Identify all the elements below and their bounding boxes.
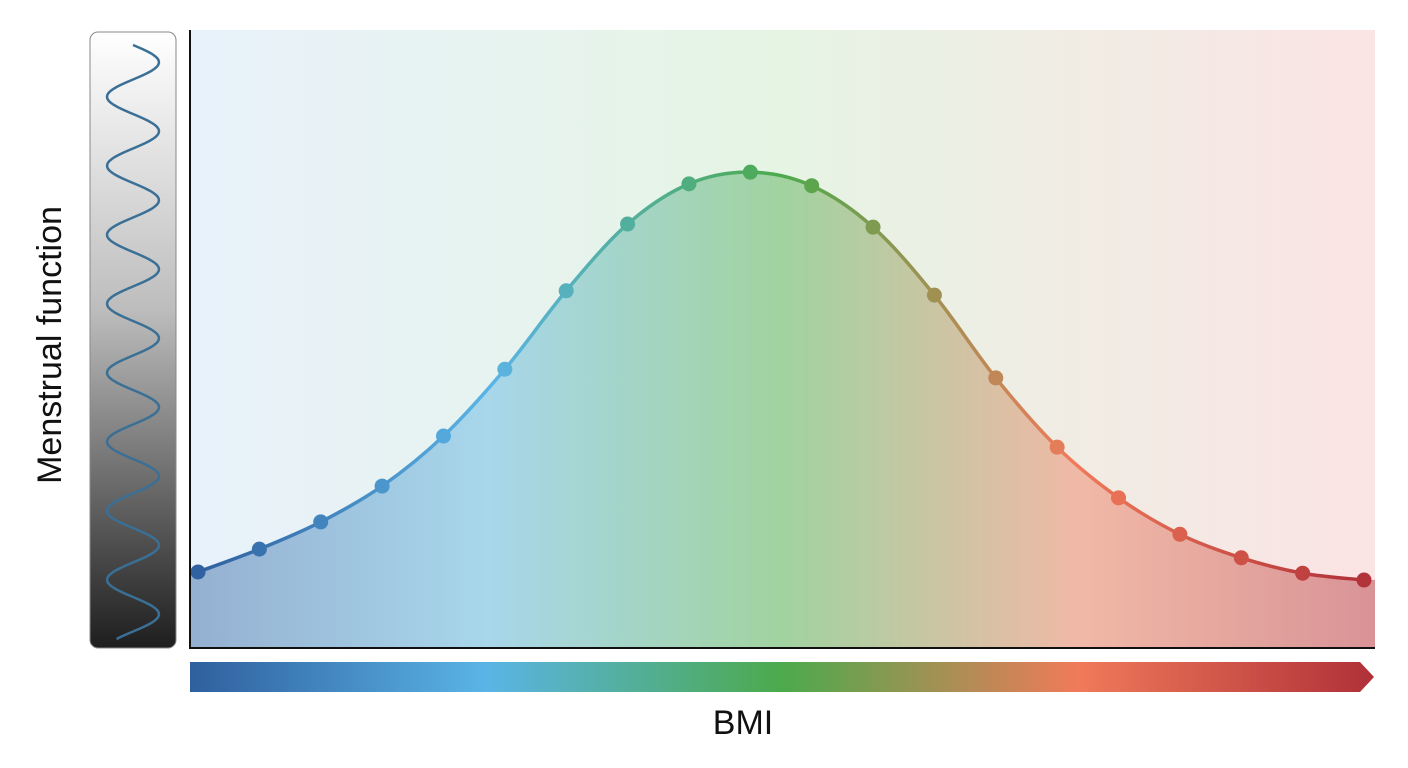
point: [374, 478, 390, 494]
point: [681, 176, 697, 192]
point: [804, 178, 820, 194]
point: [1295, 565, 1311, 581]
point: [1233, 550, 1249, 566]
point: [1356, 572, 1372, 588]
area: [190, 172, 1375, 648]
cycle-wave: [105, 43, 161, 641]
point: [497, 361, 513, 377]
bmi-arrow: [190, 662, 1374, 692]
point: [1049, 439, 1065, 455]
point: [620, 216, 636, 232]
point: [1111, 490, 1127, 506]
point: [926, 287, 942, 303]
point: [988, 370, 1004, 386]
point: [313, 514, 329, 530]
point: [865, 219, 881, 235]
cycle-icon: [89, 31, 177, 649]
x-axis-label: BMI: [713, 704, 773, 742]
point: [742, 164, 758, 180]
point: [190, 564, 206, 580]
y-axis-label: Menstrual function: [31, 206, 69, 484]
point: [558, 283, 574, 299]
point: [1172, 526, 1188, 542]
point: [251, 541, 267, 557]
point: [435, 428, 451, 444]
line: [197, 170, 1365, 582]
